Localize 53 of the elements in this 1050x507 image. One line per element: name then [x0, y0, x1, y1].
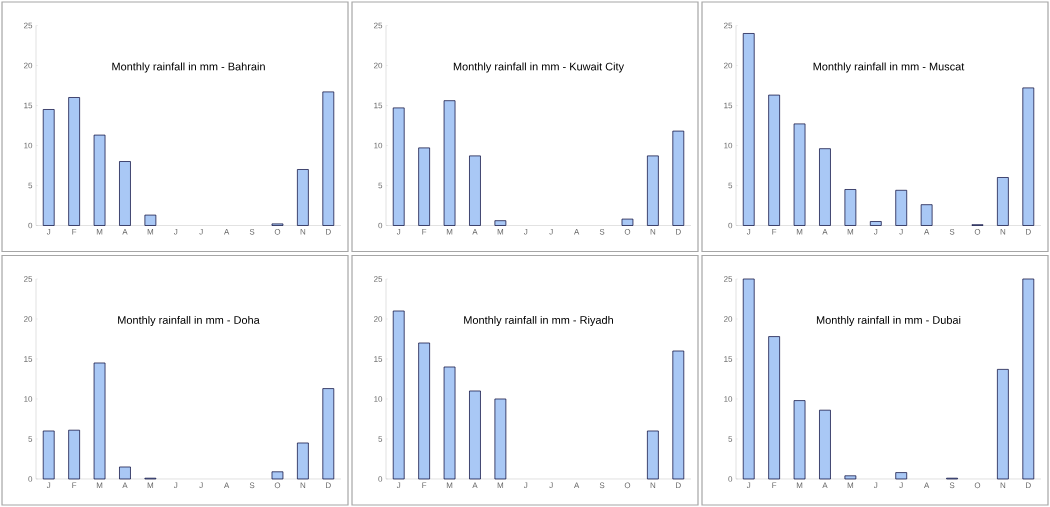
- bar: [844, 475, 857, 480]
- bar: [494, 220, 507, 226]
- bar: [144, 214, 157, 226]
- bar: [647, 430, 659, 480]
- bar: [322, 91, 335, 226]
- bar: [392, 310, 405, 480]
- bar: [1022, 87, 1035, 226]
- bar: [672, 350, 685, 480]
- bar: [869, 221, 882, 226]
- bar: [42, 430, 55, 480]
- bar: [418, 342, 430, 480]
- bar: [271, 471, 284, 480]
- bar: [742, 278, 755, 480]
- bar: [768, 336, 780, 480]
- bar: [844, 189, 857, 226]
- bar: [920, 204, 933, 226]
- bar: [93, 362, 106, 480]
- bar: [93, 134, 106, 226]
- bar: [392, 107, 405, 226]
- bar: [322, 388, 335, 480]
- bar: [793, 123, 806, 226]
- bar: [469, 390, 481, 480]
- bar: [68, 97, 80, 226]
- bar: [768, 94, 780, 226]
- bar: [68, 429, 80, 480]
- bar: [793, 400, 806, 480]
- bar: [819, 148, 831, 226]
- bar: [895, 472, 908, 480]
- text: Monthly rainfall in mm - Doha: [118, 315, 260, 327]
- bar: [621, 218, 634, 226]
- text: Monthly rainfall in mm - Muscat: [813, 62, 965, 73]
- bar: [42, 109, 55, 226]
- bar: [997, 177, 1009, 226]
- bar: [1022, 278, 1035, 480]
- bar: [443, 366, 456, 480]
- bar: [119, 466, 131, 480]
- bar: [119, 161, 131, 226]
- text: Monthly rainfall in mm - Riyadh: [464, 315, 613, 327]
- bar: [418, 147, 430, 226]
- bar: [672, 130, 685, 226]
- bar: [494, 398, 507, 480]
- bar: [647, 155, 659, 226]
- text: Monthly rainfall in mm - Bahrain: [112, 62, 265, 73]
- bar: [443, 100, 456, 226]
- bar: [997, 369, 1009, 480]
- bar: [895, 189, 908, 226]
- bar: [469, 155, 481, 226]
- bar: [297, 169, 309, 226]
- text: Monthly rainfall in mm - Kuwait City: [453, 62, 625, 73]
- text: Monthly rainfall in mm - Dubai: [816, 315, 961, 327]
- bar: [819, 409, 831, 480]
- bar: [297, 442, 309, 480]
- bar: [742, 33, 755, 226]
